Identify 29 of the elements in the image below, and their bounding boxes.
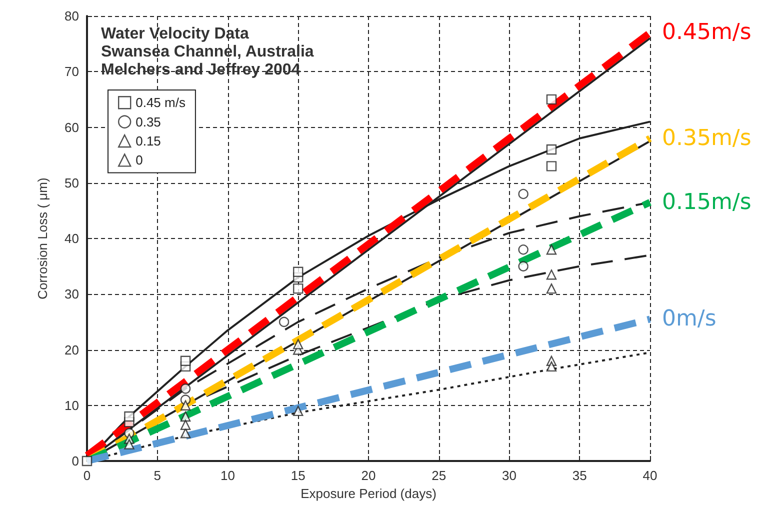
y-tick-label: 10 [64,398,79,413]
x-tick-label: 40 [642,468,658,483]
series-label: 0.45m/s [662,20,752,46]
y-tick-label: 0 [72,454,79,468]
series-label: 0m/s [662,306,716,332]
x-tick-label: 5 [154,468,161,483]
y-tick-label: 20 [64,342,79,358]
legend-label: 0.45 m/s [136,95,186,110]
y-tick-label: 70 [64,64,79,80]
y-tick-label: 80 [64,8,79,24]
x-tick-label: 25 [432,468,446,483]
text: Water Velocity Data Swansea Channel, Australia Melchers and Jeffrey 2004 [101,26,314,78]
x-axis-title: Exposure Period (days) [300,486,436,501]
y-tick-label: 30 [64,286,79,302]
x-tick-label: 35 [572,468,587,483]
legend-label: 0 [136,152,143,168]
x-tick-label: 10 [220,468,235,483]
legend-label: 0.15 [136,134,161,148]
y-tick-label: 50 [64,175,79,190]
x-tick-label: 0 [83,468,91,483]
y-axis-title: Corrosion Loss ( μm) [35,178,50,300]
legend-label: 0.35 [136,114,161,130]
x-tick-label: 20 [361,468,376,483]
series-label: 0.15m/s [662,190,752,215]
series-label: 0.35m/s [662,126,752,151]
y-tick-label: 60 [64,120,79,135]
x-tick-label: 15 [290,468,306,483]
y-tick-label: 40 [64,231,79,246]
x-tick-label: 30 [502,468,516,483]
